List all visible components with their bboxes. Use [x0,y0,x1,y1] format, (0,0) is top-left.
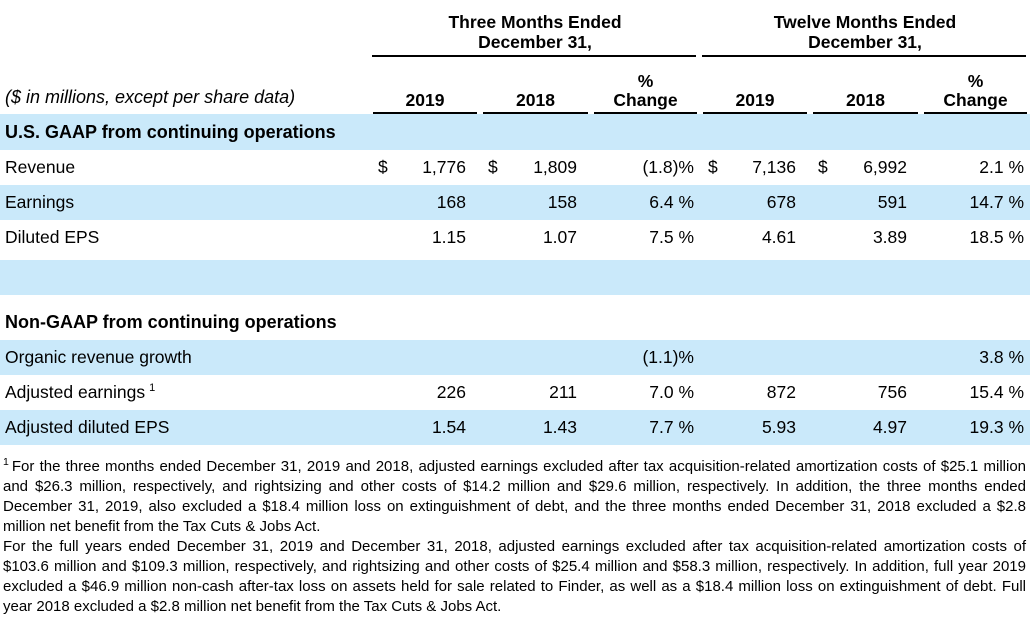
cell-y2019 [700,340,810,375]
cell-q2018: 1.07 [542,227,577,247]
empty-stripe-row [0,260,1030,295]
cell-q2018: 158 [547,192,577,212]
cell-y2018: 591 [877,192,907,212]
cell-q2019 [370,340,480,375]
dollar-sign: $ [488,157,498,177]
cell-q-pct-change: 6.4 % [649,192,694,212]
table-row-diluted-eps: Diluted EPS 1.15 1.07 7.5 % 4.61 3.89 18… [0,220,1030,255]
cell-y2018: $ 6,992 [810,150,921,185]
group-header-three-months: Three Months Ended December 31, [370,12,700,57]
section-title: U.S. GAAP from continuing operations [5,121,336,142]
table-row-adjusted-diluted-eps: Adjusted diluted EPS 1.54 1.43 7.7 % 5.9… [0,410,1030,445]
cell-q2019: $ 1,776 [370,150,480,185]
cell-q2018 [480,340,591,375]
column-header-y-2019: 2019 [700,57,810,114]
cell-q2019: 168 [436,192,466,212]
cell-y-pct-change: 19.3 % [969,417,1024,437]
table-row-revenue: Revenue $ 1,776 $ 1,809 (1.8)% $ 7,136 $… [0,150,1030,185]
table-row-earnings: Earnings 168 158 6.4 % 678 591 14.7 % [0,185,1030,220]
cell-q2018: 211 [549,382,577,402]
cell-y2019: 4.61 [761,227,796,247]
column-header-q-pct-change: % Change [591,57,700,114]
section-header-us-gaap: U.S. GAAP from continuing operations [0,114,1030,150]
table-caption: ($ in millions, except per share data) [5,87,296,107]
footnote: 1 For the three months ended December 31,… [0,457,1030,617]
table-group-header-row: Three Months Ended December 31, Twelve M… [0,12,1030,57]
cell-y2018: 3.89 [872,227,907,247]
cell-q-pct-change: 7.0 % [649,382,694,402]
cell-y2019: 872 [766,382,796,402]
cell-q2019: 226 [436,382,466,402]
row-label: Diluted EPS [5,227,100,247]
table-row-organic-revenue-growth: Organic revenue growth (1.1)% 3.8 % [0,340,1030,375]
cell-y-pct-change: 18.5 % [969,227,1024,247]
footnote-paragraph-1: 1 For the three months ended December 31,… [3,456,1026,535]
dollar-sign: $ [708,157,718,177]
group2-title-line2: December 31, [808,32,922,52]
cell-q2018: $ 1,809 [480,150,591,185]
cell-y2018: 756 [877,382,907,402]
footnote-marker: 1 [149,382,156,394]
group1-title-line1: Three Months Ended [448,12,622,32]
row-label: Organic revenue growth [5,347,192,367]
cell-q2019: 1.54 [431,417,466,437]
cell-y-pct-change: 2.1 % [979,157,1024,177]
table-column-header-row: ($ in millions, except per share data) 2… [0,57,1030,114]
row-label: Adjusted diluted EPS [5,417,170,437]
row-label: Revenue [5,157,76,177]
dollar-sign: $ [378,157,388,177]
cell-q-pct-change: 7.7 % [649,417,694,437]
column-header-q-2018: 2018 [480,57,591,114]
footnote-marker: 1 [3,456,9,468]
cell-q-pct-change: (1.8)% [642,157,694,177]
cell-q2018: 1.43 [542,417,577,437]
cell-y-pct-change: 14.7 % [969,192,1024,212]
footnote-paragraph-2: For the full years ended December 31, 20… [3,538,1026,615]
cell-q-pct-change: (1.1)% [642,347,694,367]
cell-y2019: 678 [766,192,796,212]
column-header-y-2018: 2018 [810,57,921,114]
cell-y2018: 4.97 [872,417,907,437]
dollar-sign: $ [818,157,828,177]
group1-title-line2: December 31, [478,32,592,52]
column-header-y-pct-change: % Change [921,57,1030,114]
group-header-twelve-months: Twelve Months Ended December 31, [700,12,1030,57]
cell-y2018 [810,340,921,375]
row-label: Earnings [5,192,75,212]
cell-y2019: 5.93 [761,417,796,437]
row-label: Adjusted earnings 1 [5,382,156,402]
group2-title-line1: Twelve Months Ended [773,12,957,32]
section-header-non-gaap: Non-GAAP from continuing operations [0,305,1030,340]
cell-y-pct-change: 3.8 % [979,347,1024,367]
cell-y-pct-change: 15.4 % [969,382,1024,402]
cell-q-pct-change: 7.5 % [649,227,694,247]
section-title: Non-GAAP from continuing operations [5,312,337,332]
header-spacer [0,12,370,57]
cell-q2019: 1.15 [431,227,466,247]
table-row-adjusted-earnings: Adjusted earnings 1 226 211 7.0 % 872 756… [0,375,1030,410]
cell-y2019: $ 7,136 [700,150,810,185]
column-header-q-2019: 2019 [370,57,480,114]
row-gap [0,295,1030,305]
